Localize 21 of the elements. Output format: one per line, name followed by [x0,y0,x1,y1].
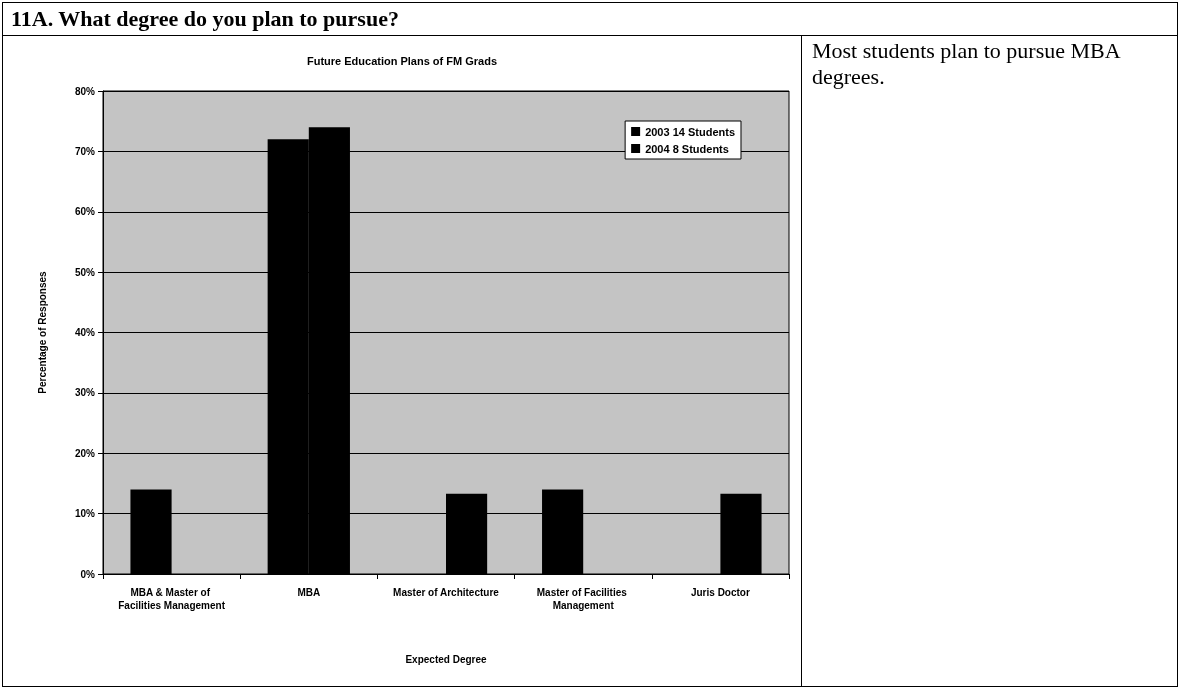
y-tick-label: 10% [74,508,96,520]
y-tick-label: 30% [74,387,96,399]
y-tick-label: 40% [74,327,96,338]
legend-label: 2004 8 Students [645,142,729,155]
x-tick-label: Master of Architecture [393,587,500,598]
y-tick-label: 70% [74,145,96,157]
y-tick-label: 60% [74,206,96,218]
x-axis-title: Expected Degree [405,653,488,665]
y-tick-label: 0% [80,568,96,580]
x-tick-label: MBA [297,587,321,598]
y-tick-label: 80% [74,85,96,97]
text: 11A. What degree do you plan to pursue? [3,3,1177,36]
text: Most students plan to pursue MBA degrees. [811,37,1121,92]
y-tick-label: 50% [74,266,96,278]
x-tick-label: Master of Facilities Management [536,587,630,611]
y-tick-label: 20% [74,447,96,459]
chart-title: Future Education Plans of FM Grads [306,54,498,67]
x-tick-label: Juris Doctor [690,587,750,598]
legend-label: 2003 14 Students [645,125,735,138]
x-tick-label: MBA & Master of Facilities Management [118,587,226,611]
y-axis-title: Percentage of Responses [36,270,48,394]
